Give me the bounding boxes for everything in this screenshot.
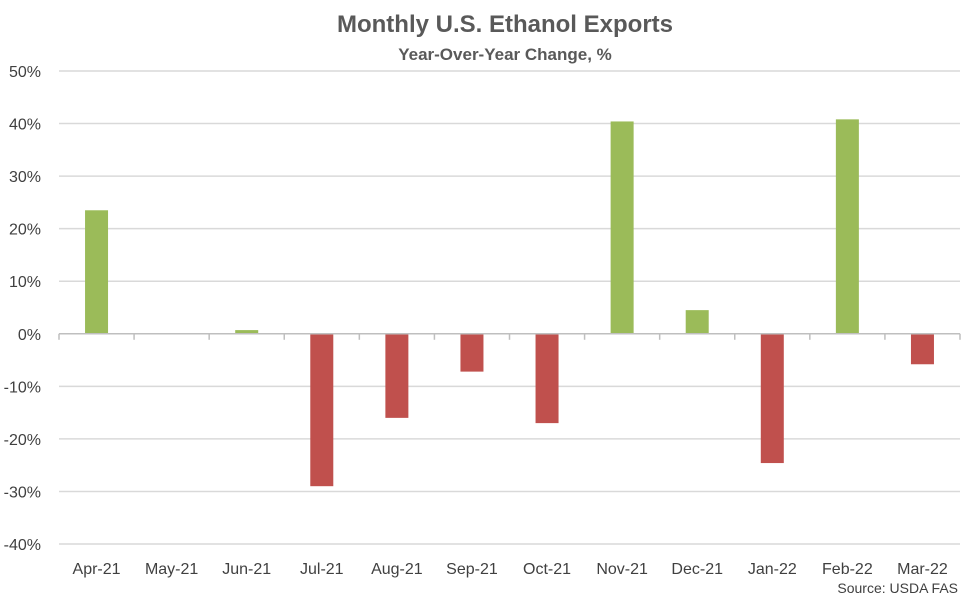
x-tick-label: Aug-21 <box>371 561 423 578</box>
bars <box>85 119 934 487</box>
y-tick-label: 30% <box>9 169 41 186</box>
x-axis-tick-labels: Apr-21 May-21 Jun-21 Jul-21 Aug-21 Sep-21 Oct-… <box>73 561 948 578</box>
bar-jun-21 <box>235 330 259 334</box>
y-tick-label: -40% <box>4 537 41 554</box>
gridlines <box>59 70 960 545</box>
x-tick-label: Apr-21 <box>73 561 121 578</box>
bar-mar-22 <box>910 333 934 365</box>
x-tick-label: Dec-21 <box>671 561 723 578</box>
source-note: Source: USDA FAS <box>837 580 958 596</box>
bar-apr-21 <box>85 210 109 334</box>
y-tick-label: 0% <box>18 327 41 344</box>
bar-dec-21 <box>685 310 709 334</box>
y-axis-tick-labels: -40% -30% -20% -10% 0% 10% 20% 30% 40% 50% <box>4 64 41 554</box>
chart-title: Monthly U.S. Ethanol Exports <box>337 11 673 38</box>
y-tick-label: -20% <box>4 432 41 449</box>
chart-subtitle: Year-Over-Year Change, % <box>398 45 612 64</box>
bar-feb-22 <box>835 119 859 334</box>
x-tick-label: Nov-21 <box>596 561 648 578</box>
x-tick-label: Jul-21 <box>300 561 344 578</box>
x-axis <box>58 333 961 340</box>
x-tick-label: Sep-21 <box>446 561 498 578</box>
bar-aug-21 <box>385 333 409 418</box>
x-tick-label: Oct-21 <box>523 561 571 578</box>
bar-jan-22 <box>760 333 784 464</box>
y-tick-label: 10% <box>9 274 41 291</box>
y-tick-label: 50% <box>9 64 41 81</box>
bar-sep-21 <box>460 333 484 372</box>
bar-oct-21 <box>535 333 559 424</box>
bar-nov-21 <box>610 121 634 334</box>
y-tick-label: 20% <box>9 222 41 239</box>
y-tick-label: -30% <box>4 484 41 501</box>
bar-jul-21 <box>310 333 334 487</box>
y-tick-label: 40% <box>9 117 41 134</box>
x-tick-label: Jan-22 <box>748 561 797 578</box>
x-tick-label: Jun-21 <box>222 561 271 578</box>
y-tick-label: -10% <box>4 379 41 396</box>
x-tick-label: Feb-22 <box>822 561 873 578</box>
x-tick-label: Mar-22 <box>897 561 948 578</box>
x-tick-label: May-21 <box>145 561 198 578</box>
